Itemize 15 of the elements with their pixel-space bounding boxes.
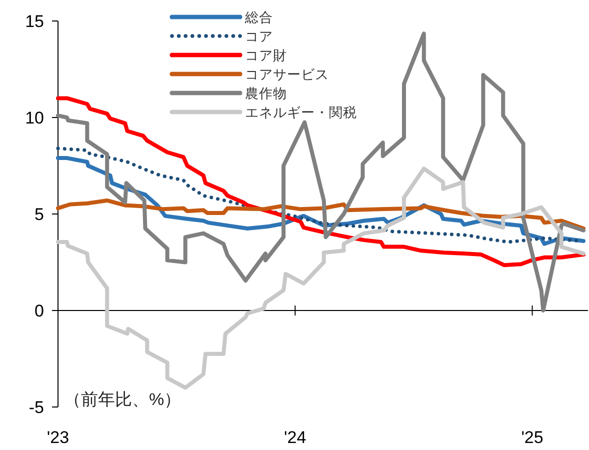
x-tick-label: '24 xyxy=(284,428,306,447)
legend-label: エネルギー・関税 xyxy=(245,105,357,120)
y-tick-label: 15 xyxy=(25,12,44,31)
x-tick-label: '23 xyxy=(46,428,70,447)
legend-label: コア財 xyxy=(245,48,287,63)
x-tick-label: '25 xyxy=(521,428,544,447)
legend-label: コア xyxy=(245,29,273,44)
y-tick-label: 5 xyxy=(34,205,44,224)
legend-label: 農作物 xyxy=(245,86,287,101)
y-tick-label: 0 xyxy=(34,302,44,320)
y-tick-label: 10 xyxy=(25,108,44,128)
y-tick-label: -5 xyxy=(28,398,44,417)
annotation: （前年比、%） xyxy=(64,390,182,409)
legend-label: コアサービス xyxy=(245,67,329,82)
legend-label: 総合 xyxy=(244,10,273,25)
